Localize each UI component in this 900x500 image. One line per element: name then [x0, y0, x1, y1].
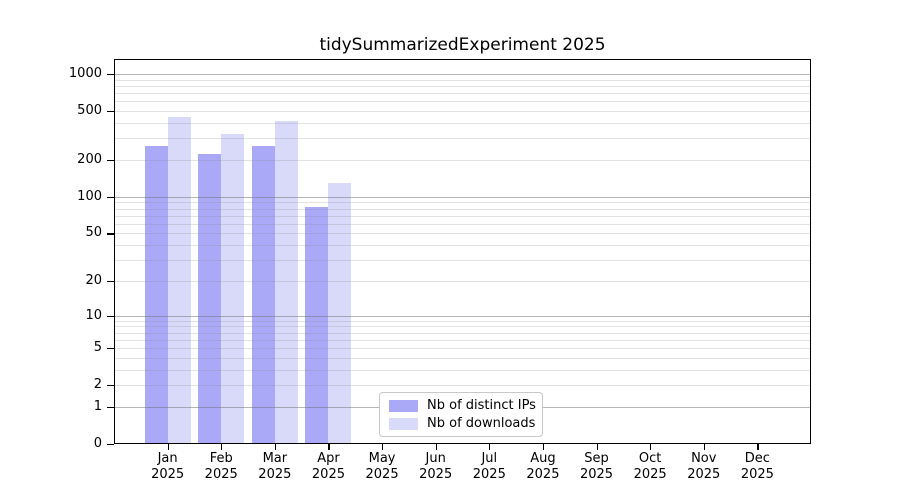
y-tick-label: 10 [85, 307, 102, 323]
y-tick-label: 0 [93, 436, 102, 451]
gridline-minor [115, 79, 810, 81]
legend-item-distinct-ips: Nb of distinct IPs [389, 398, 536, 413]
x-tick-label: Aug 2025 [526, 451, 560, 482]
x-tick-label: Mar 2025 [258, 451, 292, 482]
x-tick-mark [596, 444, 598, 450]
legend-label-distinct-ips: Nb of distinct IPs [427, 398, 536, 413]
x-tick-label: Jun 2025 [419, 451, 453, 482]
bar-distinct-ips-feb-2025 [198, 153, 222, 444]
legend-box: Nb of distinct IPs Nb of downloads [379, 392, 543, 437]
gridline-minor [115, 202, 810, 204]
y-tick-mark [107, 315, 114, 317]
gridline-minor [115, 138, 810, 140]
gridline-minor [115, 348, 810, 350]
legend-swatch-downloads [389, 417, 418, 430]
bar-downloads-feb-2025 [221, 133, 245, 444]
y-tick-label: 50 [85, 225, 102, 241]
gridline-minor [115, 122, 810, 124]
x-tick-mark [650, 444, 652, 450]
x-tick-mark [703, 444, 705, 450]
x-tick-label: Jan 2025 [151, 451, 185, 482]
gridline-minor [115, 339, 810, 341]
gridline-minor [115, 260, 810, 262]
x-tick-mark [328, 444, 330, 450]
gridline-minor [115, 159, 810, 161]
bar-distinct-ips-apr-2025 [305, 206, 329, 444]
gridline-minor [115, 215, 810, 217]
y-tick-label: 5 [93, 340, 102, 356]
y-tick-mark [107, 280, 114, 283]
gridline-major [115, 196, 810, 198]
x-tick-label: Apr 2025 [311, 451, 345, 482]
y-tick-mark [107, 385, 114, 387]
x-tick-mark [274, 444, 277, 450]
gridline-minor [115, 320, 810, 322]
gridline-minor [115, 233, 810, 235]
y-tick-mark [107, 444, 114, 446]
y-tick-label: 1 [93, 398, 102, 414]
x-tick-mark [221, 444, 223, 450]
gridline-minor [115, 111, 810, 113]
gridline-minor [115, 280, 810, 282]
legend-label-downloads: Nb of downloads [427, 416, 536, 431]
gridline-minor [115, 369, 810, 371]
y-tick-label: 200 [77, 151, 102, 167]
gridline-minor [115, 326, 810, 328]
legend-swatch-distinct-ips [389, 399, 418, 412]
legend-item-downloads: Nb of downloads [389, 416, 536, 431]
bar-distinct-ips-jan-2025 [144, 145, 168, 444]
x-tick-label: May 2025 [365, 451, 399, 482]
x-tick-mark [167, 444, 169, 450]
gridline-minor [115, 101, 810, 103]
y-tick-mark [107, 74, 114, 76]
y-tick-mark [107, 406, 114, 409]
y-tick-mark [107, 111, 114, 113]
x-tick-mark [542, 444, 545, 450]
gridline-minor [115, 85, 810, 87]
gridline-major [115, 315, 810, 317]
x-tick-label: Dec 2025 [740, 451, 774, 482]
y-tick-label: 100 [77, 188, 102, 204]
gridline-minor [115, 208, 810, 210]
bar-downloads-apr-2025 [328, 182, 352, 444]
x-tick-label: Sep 2025 [579, 451, 614, 482]
gridline-minor [115, 93, 810, 95]
x-tick-mark [489, 444, 491, 450]
x-tick-label: Oct 2025 [633, 451, 667, 482]
y-tick-label: 20 [85, 272, 102, 288]
y-tick-label: 2 [93, 377, 102, 393]
x-tick-mark [382, 444, 384, 450]
gridline-minor [115, 357, 810, 359]
y-tick-mark [107, 348, 114, 350]
gridline-major [115, 74, 810, 75]
x-tick-mark [757, 444, 759, 450]
y-tick-mark [107, 159, 114, 162]
gridline-minor [115, 245, 810, 247]
x-tick-label: Jul 2025 [472, 451, 506, 482]
y-tick-mark [107, 196, 114, 199]
gridline-minor [115, 223, 810, 225]
y-tick-label: 500 [77, 103, 102, 119]
bar-downloads-jan-2025 [167, 116, 191, 444]
y-tick-mark [107, 233, 114, 235]
bar-distinct-ips-mar-2025 [251, 145, 275, 444]
chart-title: tidySummarizedExperiment 2025 [319, 35, 606, 55]
gridline-minor [115, 385, 810, 387]
gridline-minor [115, 332, 810, 334]
x-tick-mark [435, 444, 437, 450]
bar-downloads-mar-2025 [274, 120, 298, 444]
y-tick-label: 1000 [68, 66, 102, 81]
x-tick-label: Feb 2025 [204, 451, 238, 482]
x-tick-label: Nov 2025 [687, 451, 721, 482]
